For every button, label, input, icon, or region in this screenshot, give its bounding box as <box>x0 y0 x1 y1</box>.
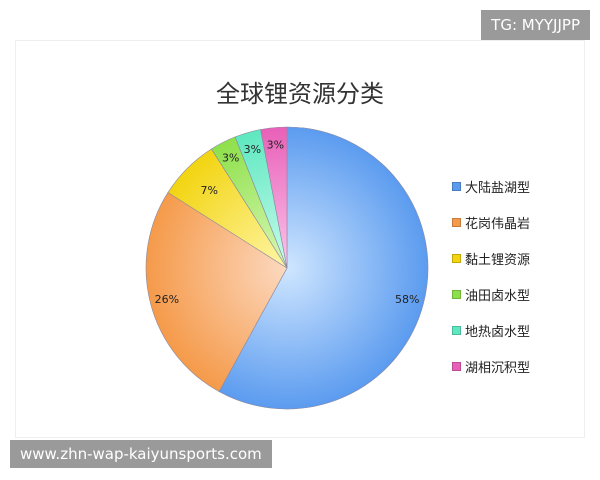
legend-swatch <box>452 181 461 191</box>
legend-item: 大陆盐湖型 <box>452 168 530 204</box>
legend-swatch <box>452 289 461 299</box>
pie-slice-1 <box>145 192 288 392</box>
legend-swatch <box>452 217 461 227</box>
pie-slice-5 <box>260 126 288 269</box>
legend-item: 花岗伟晶岩 <box>452 204 530 240</box>
data-label: 3% <box>222 151 239 164</box>
legend-label: 地热卤水型 <box>465 324 531 340</box>
legend-swatch <box>452 361 461 371</box>
legend-label: 花岗伟晶岩 <box>465 216 531 232</box>
data-label: 58% <box>395 293 419 306</box>
legend-swatch <box>452 253 461 263</box>
data-label: 26% <box>155 293 179 306</box>
legend-label: 油田卤水型 <box>465 288 531 304</box>
legend-label: 湖相沉积型 <box>465 360 531 376</box>
legend-label: 黏土锂资源 <box>465 252 531 268</box>
legend-item: 黏土锂资源 <box>452 240 530 276</box>
data-label: 3% <box>244 143 261 156</box>
data-label: 3% <box>267 138 284 151</box>
legend-swatch <box>452 325 461 335</box>
chart-title: 全球锂资源分类 <box>216 80 384 108</box>
legend-item: 湖相沉积型 <box>452 348 530 384</box>
watermark-top: TG: MYYJJPP <box>481 10 590 40</box>
legend-item: 油田卤水型 <box>452 276 530 312</box>
legend-item: 地热卤水型 <box>452 312 530 348</box>
pie-slice-0 <box>218 126 429 410</box>
watermark-bottom: www.zhn-wap-kaiyunsports.com <box>10 440 272 468</box>
data-label: 7% <box>201 184 218 197</box>
legend: 大陆盐湖型花岗伟晶岩黏土锂资源油田卤水型地热卤水型湖相沉积型 <box>452 168 530 384</box>
chart-frame <box>15 40 585 438</box>
legend-label: 大陆盐湖型 <box>465 180 531 196</box>
